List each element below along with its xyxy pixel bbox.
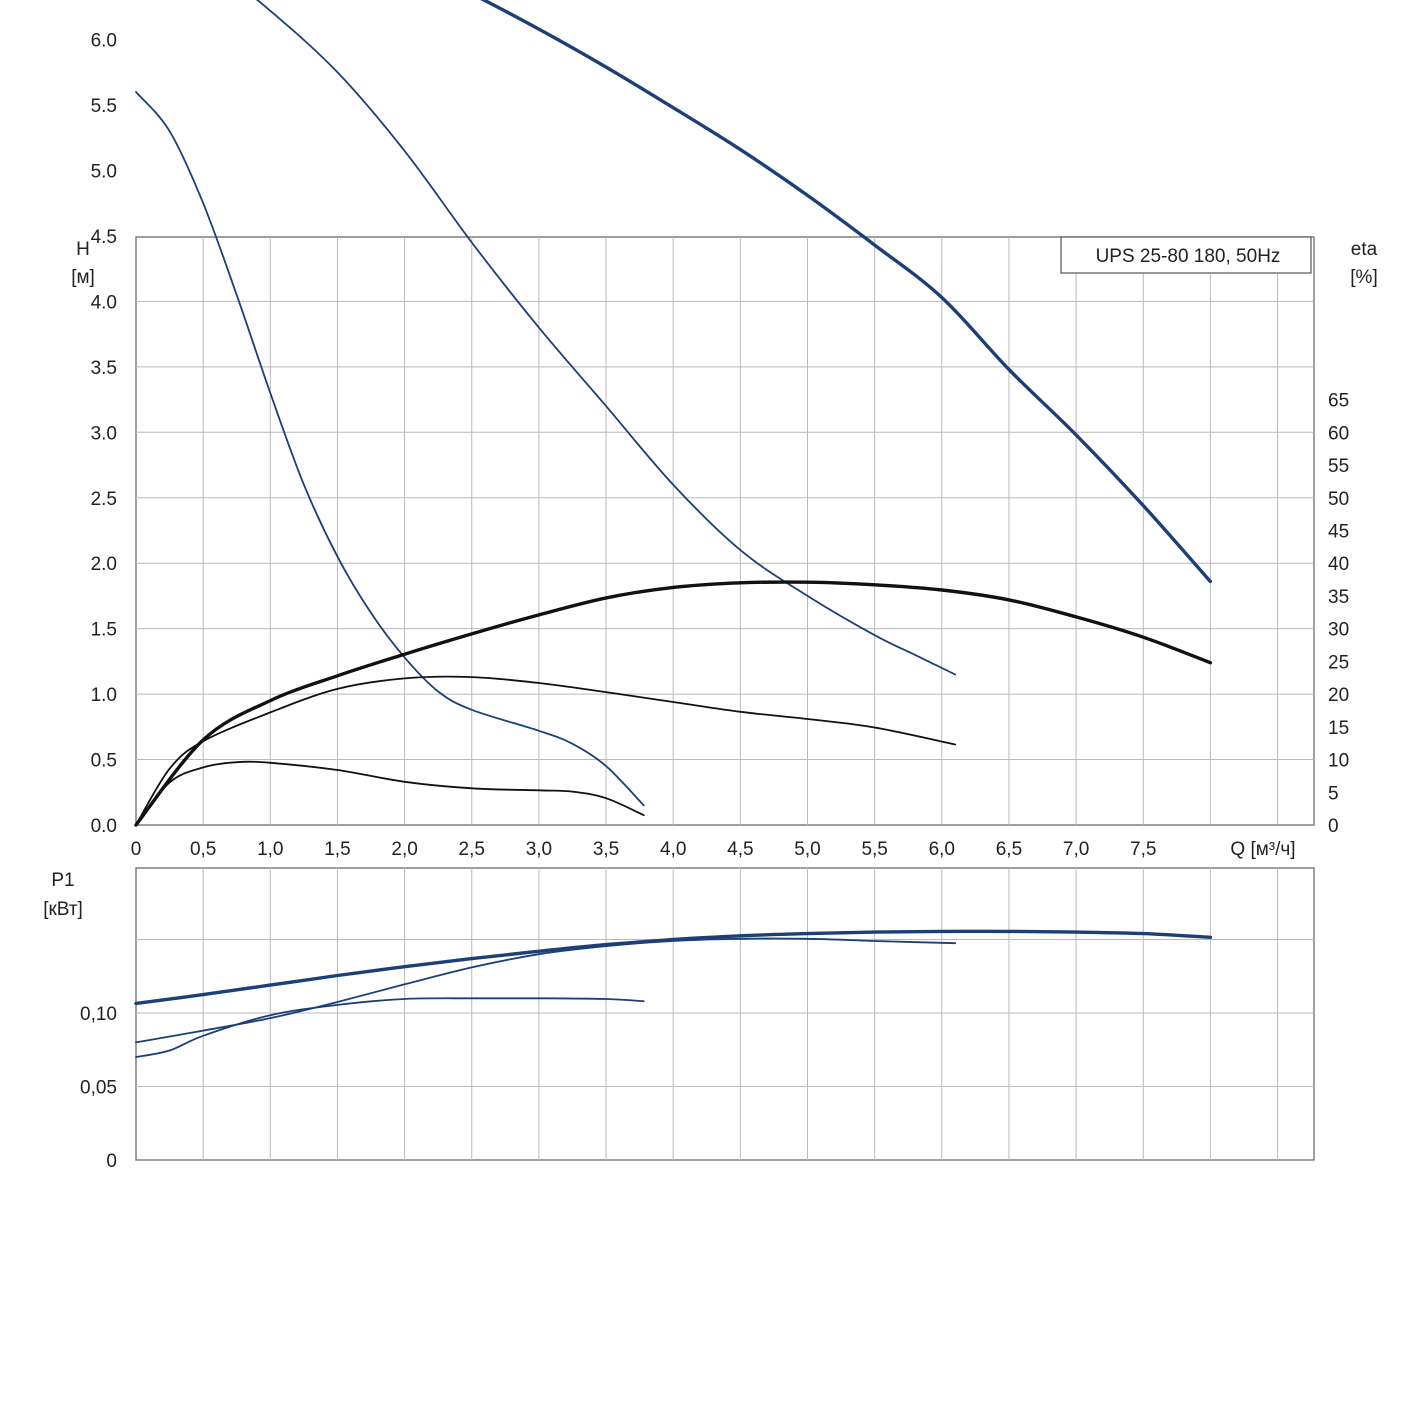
y-left-tick-label: 0.5 xyxy=(91,751,117,772)
power-curve-1 xyxy=(135,937,957,1044)
y-right-tick-label: 45 xyxy=(1328,521,1349,542)
y-left-tick-label: 2.0 xyxy=(91,554,117,575)
efficiency-curve-4 xyxy=(135,675,957,826)
x-tick-label: 4,0 xyxy=(660,839,686,860)
y-left-tick-label: 5.0 xyxy=(91,162,117,183)
y-right-tick-label: 55 xyxy=(1328,456,1349,477)
x-tick-label: 1,5 xyxy=(324,839,350,860)
y-left-tick-label: 5.5 xyxy=(91,96,117,117)
efficiency-curve-3 xyxy=(134,580,1213,827)
y-right-tick-label: 60 xyxy=(1328,423,1349,444)
x-tick-label: 1,0 xyxy=(257,839,283,860)
power-curve-2 xyxy=(135,997,645,1058)
y-left-tick-label: 1.5 xyxy=(91,620,117,641)
y-left-tick-label: 4.5 xyxy=(91,227,117,248)
y-left-tick-label: 4.0 xyxy=(91,292,117,313)
y-left-tick-label: 6.0 xyxy=(91,31,117,52)
y-left-tick-label: 0.0 xyxy=(91,816,117,837)
y-right-tick-label: 20 xyxy=(1328,685,1349,706)
y-right-tick-label: 5 xyxy=(1328,783,1339,804)
efficiency-curve-5 xyxy=(135,760,645,826)
power-curve-0 xyxy=(134,929,1213,1006)
x-tick-label: 2,0 xyxy=(391,839,417,860)
head-curve-0 xyxy=(480,0,1213,584)
y-left-tick-label: 3.5 xyxy=(91,358,117,379)
y-right-axis-unit: [%] xyxy=(1350,267,1377,288)
x-tick-label: 5,0 xyxy=(794,839,820,860)
y-right-axis-label: eta xyxy=(1351,239,1378,260)
power-tick-label: 0,10 xyxy=(80,1004,117,1025)
chart-title: UPS 25-80 180, 50Hz xyxy=(1096,246,1281,267)
x-tick-label: 3,5 xyxy=(593,839,619,860)
y-left-axis-unit: [м] xyxy=(71,267,95,288)
y-right-tick-label: 65 xyxy=(1328,391,1349,412)
x-tick-label: 7,5 xyxy=(1130,839,1156,860)
bottom-plot-frame xyxy=(135,867,1315,1161)
power-tick-label: 0,05 xyxy=(80,1078,117,1099)
x-tick-label: 0,5 xyxy=(190,839,216,860)
power-axis-unit: [кВт] xyxy=(43,899,83,920)
x-axis-label: Q [м³/ч] xyxy=(1230,839,1295,860)
top-plot-frame xyxy=(135,236,1315,826)
x-tick-label: 3,0 xyxy=(526,839,552,860)
chart-title-box xyxy=(1060,236,1312,274)
head-curve-2 xyxy=(135,91,645,807)
y-right-tick-label: 15 xyxy=(1328,718,1349,739)
y-left-axis-label: H xyxy=(76,239,90,260)
x-tick-label: 0 xyxy=(131,839,142,860)
y-left-tick-label: 3.0 xyxy=(91,423,117,444)
power-axis-label: P1 xyxy=(51,870,74,891)
x-tick-label: 6,0 xyxy=(929,839,955,860)
y-right-tick-label: 10 xyxy=(1328,751,1349,772)
y-left-tick-label: 2.5 xyxy=(91,489,117,510)
x-tick-label: 4,5 xyxy=(727,839,753,860)
y-right-tick-label: 25 xyxy=(1328,652,1349,673)
head-curve-1 xyxy=(256,0,957,676)
y-right-tick-label: 40 xyxy=(1328,554,1349,575)
y-right-tick-label: 35 xyxy=(1328,587,1349,608)
x-tick-label: 7,0 xyxy=(1063,839,1089,860)
y-left-tick-label: 1.0 xyxy=(91,685,117,706)
power-tick-label: 0 xyxy=(106,1151,117,1172)
y-right-tick-label: 30 xyxy=(1328,620,1349,641)
x-tick-label: 5,5 xyxy=(861,839,887,860)
x-tick-label: 6,5 xyxy=(996,839,1022,860)
y-right-tick-label: 0 xyxy=(1328,816,1339,837)
x-tick-label: 2,5 xyxy=(459,839,485,860)
y-right-tick-label: 50 xyxy=(1328,489,1349,510)
